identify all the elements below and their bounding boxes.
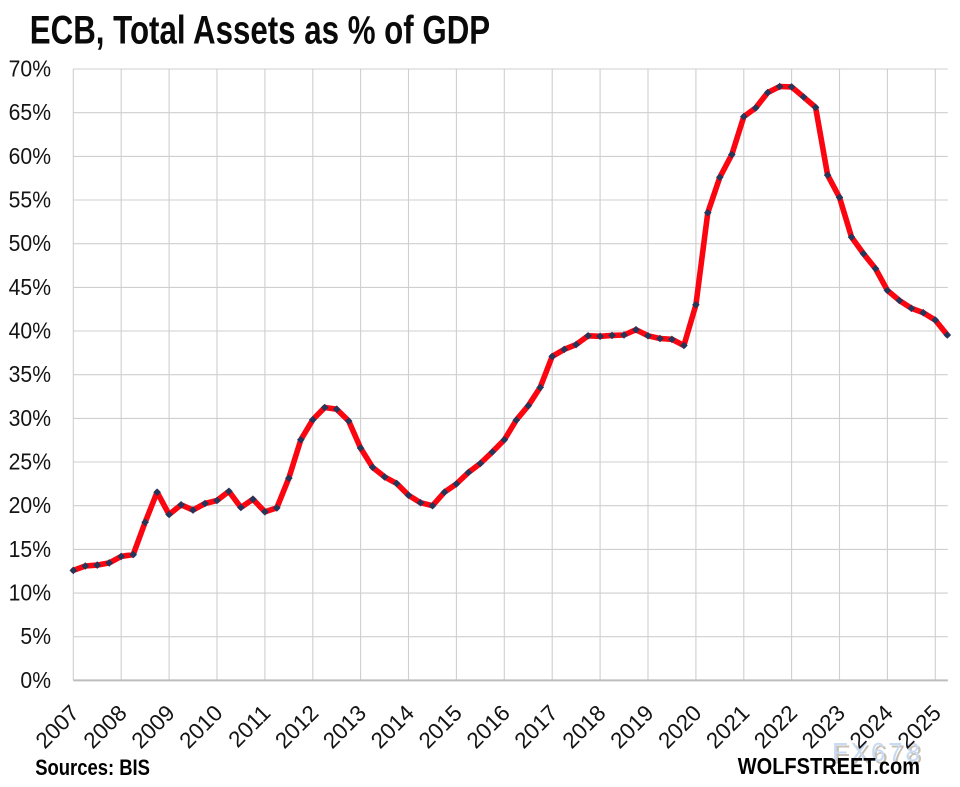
svg-text:WOLFSTREET.com: WOLFSTREET.com [738, 753, 920, 780]
svg-text:65%: 65% [9, 99, 51, 125]
svg-text:20%: 20% [9, 492, 51, 518]
svg-text:60%: 60% [9, 143, 51, 169]
svg-text:35%: 35% [9, 361, 51, 387]
svg-text:50%: 50% [9, 230, 51, 256]
svg-text:FX678: FX678 [832, 737, 923, 767]
svg-text:10%: 10% [9, 580, 51, 606]
svg-text:25%: 25% [9, 449, 51, 475]
svg-text:30%: 30% [9, 405, 51, 431]
svg-text:5%: 5% [20, 623, 51, 649]
svg-text:FX678: FX678 [834, 739, 925, 769]
svg-text:ECB, Total Assets as % of GDP: ECB, Total Assets as % of GDP [30, 8, 490, 53]
svg-text:55%: 55% [9, 187, 51, 213]
svg-text:70%: 70% [9, 56, 51, 82]
svg-text:Sources: BIS: Sources: BIS [35, 755, 150, 780]
svg-text:40%: 40% [9, 318, 51, 344]
svg-text:0%: 0% [20, 667, 51, 693]
svg-text:FX678: FX678 [832, 737, 923, 767]
svg-text:15%: 15% [9, 536, 51, 562]
svg-text:45%: 45% [9, 274, 51, 300]
